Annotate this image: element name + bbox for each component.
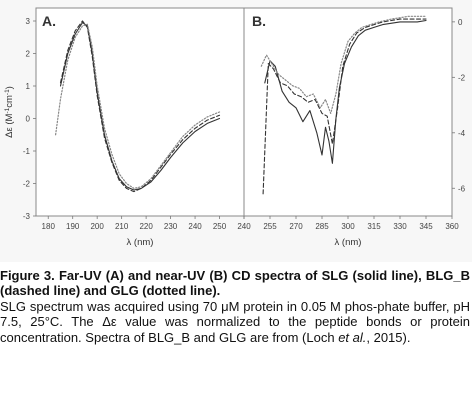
panel-1-x-tick-label: 345 [419,222,433,231]
panel-1-x-tick-label: 300 [341,222,355,231]
panel-0-x-tick-label: 200 [90,222,104,231]
y-title-prefix: Δε (M [4,113,15,137]
caption-body-end: , 2015). [366,329,411,345]
panel-0-series-dotted-line [54,23,221,189]
y-title-suffix: ) [4,86,15,89]
panel-0-y-tick-label: -2 [23,180,31,189]
panel-0-y-tick-label: -1 [23,147,31,156]
panel-1-x-tick-label: 240 [237,222,251,231]
panel-1-x-tick-label: 315 [367,222,381,231]
panel-0-y-tick-label: 0 [26,115,31,124]
panel-0-series-dashed-line [59,20,221,193]
panel-b-frame [243,7,453,217]
panel-1-x-tick-label: 330 [393,222,407,231]
y-title-sup2: -1 [4,89,11,95]
panel-a-y-axis-title: Δε (M-1cm-1) [4,86,16,138]
figure-caption: Figure 3. Far-UV (A) and near-UV (B) CD … [0,268,470,345]
chart-canvas: A. B. Δε (M-1cm-1) λ (nm) λ (nm) 180 190 2… [3,7,466,248]
y-title-mid: cm [4,95,15,108]
chart-marks-layer: 180 190 200 210 220 230 240 250 -3 -2 -1 0 1 2 3 240 255… [23,15,466,231]
panel-b-x-axis-title: λ (nm) [335,237,362,248]
caption-body-text: SLG spectrum was acquired using 70 μM pr… [0,298,470,345]
panel-1-x-tick-label: 360 [445,222,459,231]
panel-a-frame [35,7,245,217]
panel-1-series-solid-line [264,19,427,164]
panel-1-x-tick-label: 285 [315,222,329,231]
panel-1-x-tick-label: 255 [263,222,277,231]
panel-1-y-tick-label: 0 [458,18,463,27]
panel-a-x-axis-title: λ (nm) [127,237,154,248]
y-title-sup1: -1 [4,107,11,113]
panel-0-y-tick-label: 1 [26,82,31,91]
caption-body: SLG spectrum was acquired using 70 μM pr… [0,299,470,345]
cd-spectra-figure: A. B. Δε (M-1cm-1) λ (nm) λ (nm) 180 190 2… [3,7,466,248]
panel-0-y-tick-label: -3 [23,212,31,221]
panel-0-y-tick-label: 2 [26,50,31,59]
caption-title: Figure 3. Far-UV (A) and near-UV (B) CD … [0,268,470,299]
panel-0-x-tick-label: 180 [42,222,56,231]
panel-1-y-tick-label: -2 [458,73,466,82]
panel-a-label: A. [42,13,56,29]
panel-0-x-tick-label: 240 [188,222,202,231]
panel-0-x-tick-label: 230 [164,222,178,231]
panel-1-y-tick-label: -4 [458,129,466,138]
caption-body-italic: et al. [338,329,367,345]
panel-0-x-tick-label: 220 [139,222,153,231]
panel-1-series-dotted-line [260,15,427,115]
panel-0-x-tick-label: 210 [115,222,129,231]
panel-1-x-tick-label: 270 [289,222,303,231]
panel-0-x-tick-label: 190 [66,222,80,231]
panel-1-series-dashed-line [262,18,427,195]
panel-0-y-tick-label: 3 [26,17,31,26]
panel-0-series-solid-line [59,22,221,191]
panel-b-label: B. [252,13,266,29]
panel-1-y-tick-label: -6 [458,184,466,193]
panel-0-x-tick-label: 250 [213,222,227,231]
